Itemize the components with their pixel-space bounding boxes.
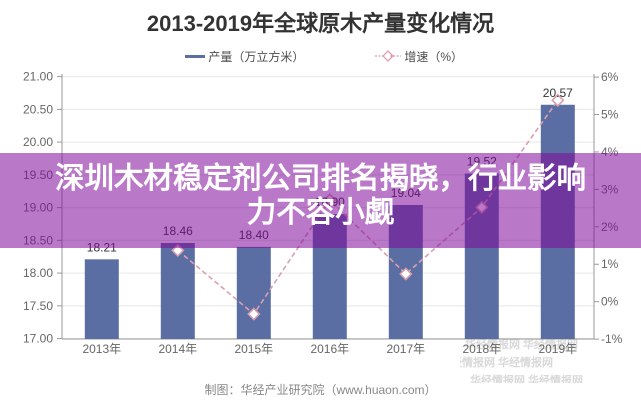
- svg-text:20.57: 20.57: [543, 86, 573, 100]
- svg-text:-1%: -1%: [601, 332, 623, 346]
- svg-text:2018年: 2018年: [462, 342, 501, 356]
- svg-text:0%: 0%: [601, 295, 619, 309]
- svg-text:5%: 5%: [601, 108, 619, 122]
- svg-text:6%: 6%: [601, 70, 619, 84]
- svg-text:2014年: 2014年: [158, 342, 197, 356]
- svg-text:2017年: 2017年: [386, 342, 425, 356]
- svg-text:2013年: 2013年: [82, 342, 121, 356]
- svg-text:1%: 1%: [601, 257, 619, 271]
- svg-text:2015年: 2015年: [234, 342, 273, 356]
- svg-text:2019年: 2019年: [538, 342, 577, 356]
- svg-text:2016年: 2016年: [310, 342, 349, 356]
- svg-text:18.00: 18.00: [23, 266, 53, 280]
- svg-text:20.50: 20.50: [23, 102, 53, 116]
- svg-text:17.50: 17.50: [23, 299, 53, 313]
- svg-text:20.00: 20.00: [23, 135, 53, 149]
- svg-text:17.00: 17.00: [23, 332, 53, 346]
- svg-text:21.00: 21.00: [23, 70, 53, 84]
